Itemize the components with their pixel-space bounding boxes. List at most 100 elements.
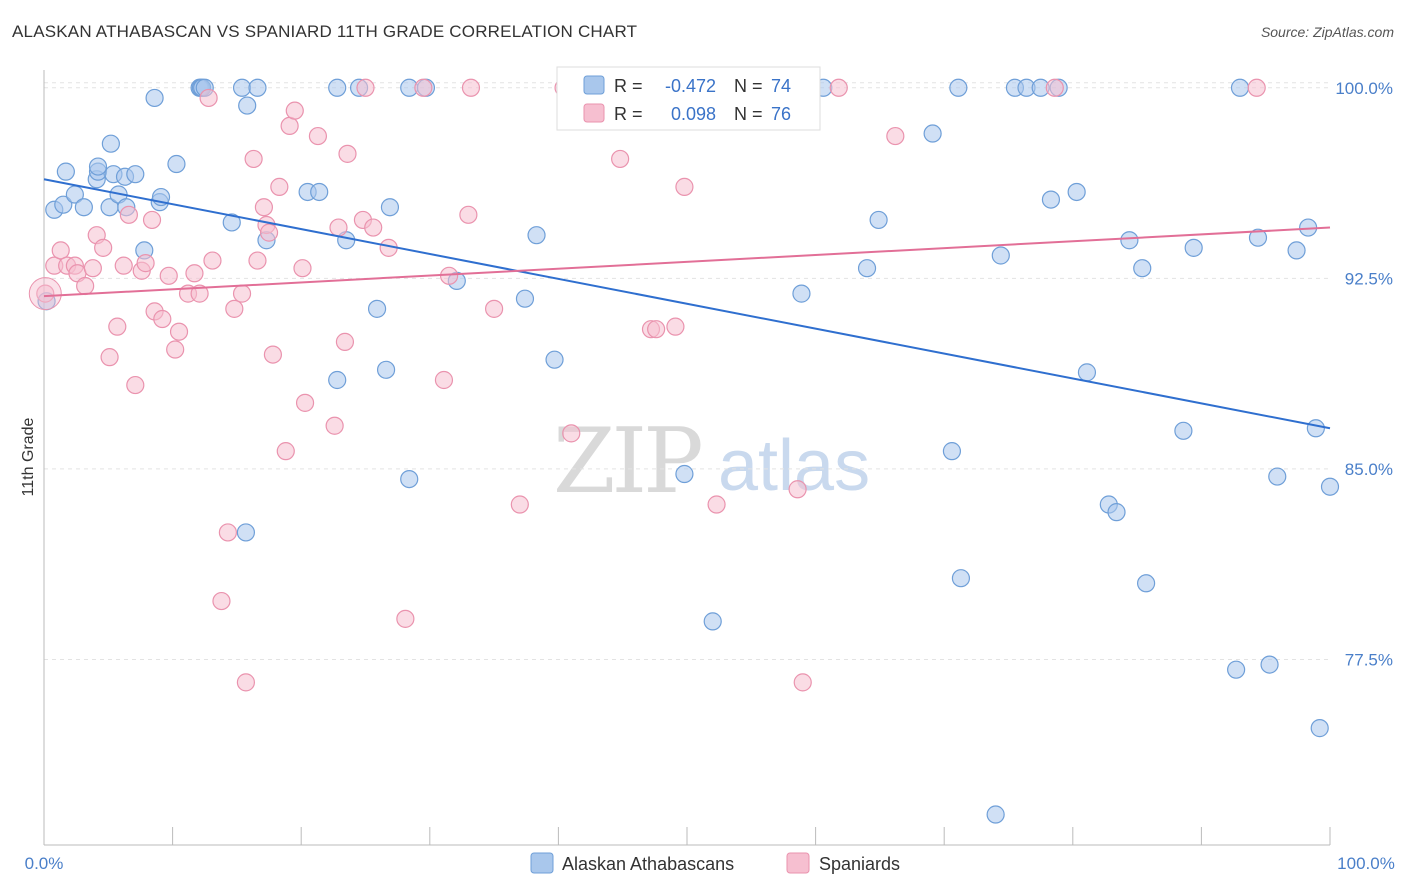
alaskan-athabascans-point — [1077, 363, 1097, 382]
spaniards-point — [83, 259, 102, 278]
alaskan-athabascans-point — [949, 78, 968, 97]
spaniards-point — [142, 210, 162, 230]
alaskan-athabascans-point — [942, 442, 962, 461]
alaskan-athabascans-point — [54, 195, 73, 214]
alaskan-athabascans-point — [328, 78, 347, 97]
legend-n-value-pink: 76 — [771, 104, 791, 124]
legend-swatch-blue — [583, 75, 605, 95]
x-axis-ticks — [43, 827, 1331, 845]
spaniards-point — [364, 218, 383, 237]
alaskan-athabascans-point — [367, 299, 387, 318]
legend-r-value-pink: 0.098 — [671, 104, 716, 124]
spaniards-point — [185, 264, 204, 283]
alaskan-athabascans-point — [527, 226, 546, 245]
chart-title: ALASKAN ATHABASCAN VS SPANIARD 11TH GRAD… — [12, 22, 638, 41]
alaskan-athabascans-point — [236, 523, 256, 542]
spaniards-point — [169, 322, 189, 341]
spaniards-point — [338, 144, 357, 163]
spaniards-point — [280, 116, 299, 136]
alaskan-athabascans-point — [232, 78, 252, 97]
alaskan-athabascans-point — [675, 464, 694, 484]
spaniards-point — [414, 78, 433, 97]
spaniards-point — [199, 88, 218, 108]
spaniards-point — [396, 609, 415, 628]
spaniards-point — [707, 495, 726, 514]
alaskan-athabascans-point — [545, 350, 564, 369]
y-tick-label: 85.0% — [1345, 460, 1393, 479]
spaniards-point — [335, 332, 355, 351]
spaniards-point — [510, 495, 529, 514]
alaskan-athabascans-point — [328, 370, 347, 390]
spaniards-point — [159, 266, 178, 285]
legend-n-label-pink: N = — [734, 104, 763, 124]
spaniards-point — [308, 126, 328, 146]
y-tick-label: 77.5% — [1345, 651, 1393, 670]
legend-n-value-blue: 74 — [771, 76, 791, 96]
spaniards-point — [236, 673, 256, 692]
legend-series: Alaskan Athabascans Spaniards — [530, 852, 900, 874]
legend-n-label-blue: N = — [734, 76, 763, 96]
spaniards-point — [562, 424, 581, 443]
alaskan-athabascans-point — [1227, 660, 1246, 679]
spaniards-point — [356, 78, 375, 97]
alaskan-athabascans-point — [222, 213, 241, 232]
watermark: ZIP atlas — [553, 409, 870, 514]
spaniards-point — [295, 393, 315, 412]
alaskan-athabascans-point — [1067, 182, 1086, 202]
spaniards-point — [829, 78, 848, 97]
spaniards-point — [285, 101, 304, 120]
spaniards-point — [434, 370, 454, 390]
spaniards-point — [212, 591, 231, 611]
spaniards-point — [244, 149, 263, 169]
x-tick-label-max: 100.0% — [1337, 854, 1395, 873]
alaskan-athabascans-point — [703, 612, 722, 631]
spaniards-point — [232, 284, 252, 303]
spaniards-point — [1247, 78, 1266, 97]
source-label: Source: ZipAtlas.com — [1260, 24, 1394, 40]
alaskan-athabascans-point — [869, 210, 888, 230]
alaskan-athabascans-point — [1287, 241, 1306, 260]
spaniards-point — [263, 345, 283, 364]
spaniards-point — [166, 340, 185, 359]
spaniards-point — [329, 218, 348, 237]
legend-stats: R = -0.472 N = 74 R = 0.098 N = 76 — [556, 66, 821, 131]
spaniards-point — [225, 299, 244, 318]
alaskan-athabascans-point — [1041, 190, 1061, 209]
alaskan-athabascans-point — [792, 284, 811, 303]
alaskan-athabascans-point — [515, 289, 535, 308]
watermark-zip: ZIP — [553, 409, 701, 514]
spaniards-point — [136, 254, 155, 273]
spaniards-point — [276, 442, 295, 461]
spaniards-point — [114, 256, 133, 275]
trend-line-spaniards — [43, 226, 1331, 298]
trend-line-alaskan-athabascans — [43, 178, 1331, 430]
gridlines — [44, 82, 1330, 661]
alaskan-athabascans-point — [991, 246, 1010, 265]
alaskan-athabascans-point — [101, 134, 120, 153]
alaskan-athabascans-point — [1174, 421, 1193, 440]
alaskan-athabascans-point — [56, 162, 75, 181]
alaskan-athabascans-point — [1320, 477, 1340, 496]
spaniards-point — [293, 259, 312, 278]
legend-series-swatch-pink — [786, 852, 810, 874]
spaniards-point — [218, 523, 237, 542]
spaniards-point — [94, 238, 113, 257]
spaniards-point — [126, 375, 145, 395]
alaskan-athabascans-point — [380, 198, 400, 217]
legend-r-label-pink: R = — [614, 104, 643, 124]
spaniards-point — [254, 198, 274, 217]
spaniards-point — [259, 223, 279, 242]
spaniards-point — [270, 177, 289, 196]
legend-series-label-pink: Spaniards — [819, 854, 900, 874]
alaskan-athabascans-point — [857, 259, 877, 278]
legend-r-label-blue: R = — [614, 76, 643, 96]
spaniards-point — [675, 177, 694, 196]
alaskan-athabascans-point — [1260, 655, 1279, 674]
spaniards-point — [666, 317, 685, 336]
alaskan-athabascans-point — [248, 78, 267, 97]
spaniards-point — [108, 317, 127, 336]
spaniards-point — [153, 309, 172, 329]
spaniards-point — [76, 276, 95, 296]
spaniards-point — [100, 348, 119, 367]
